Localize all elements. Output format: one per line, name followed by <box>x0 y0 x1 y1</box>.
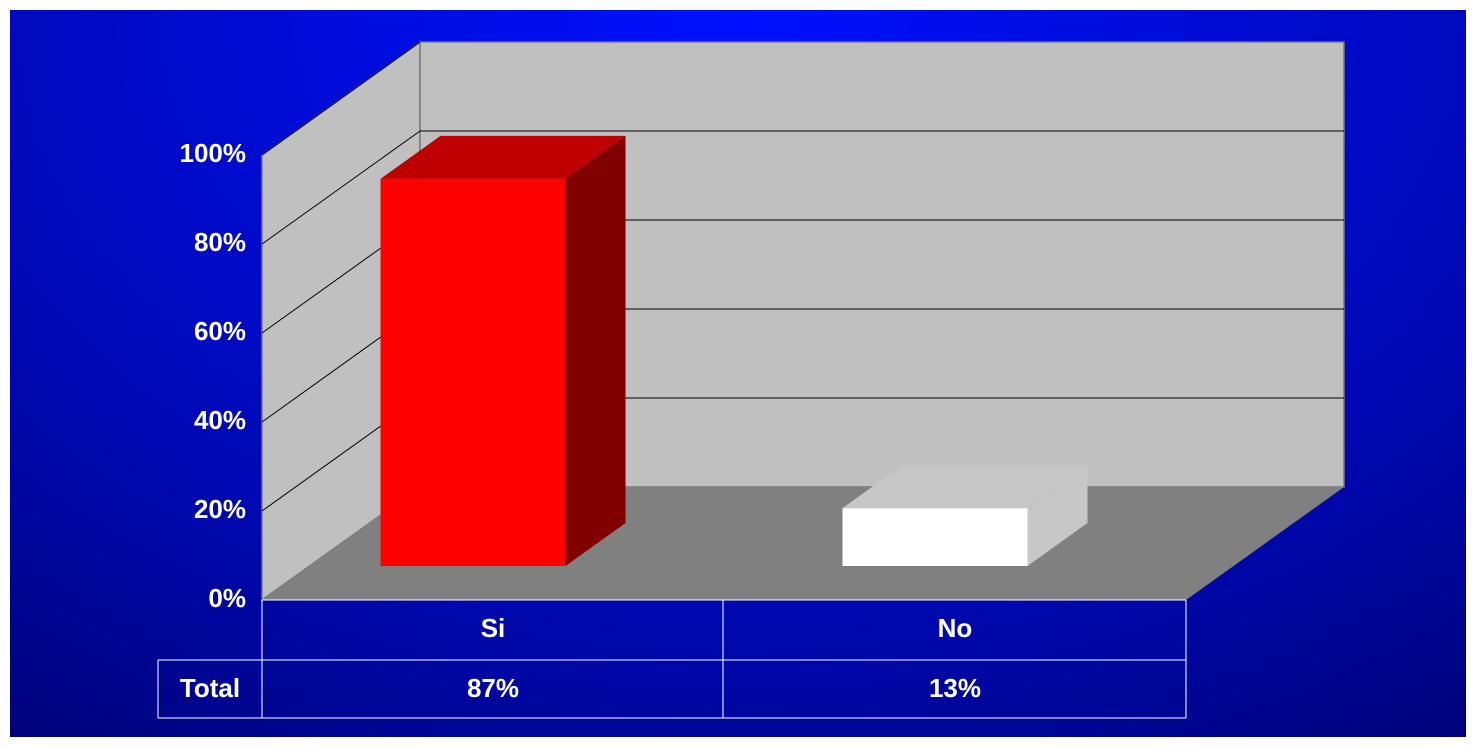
y-tick-label: 60% <box>194 316 246 346</box>
value-label: 13% <box>929 673 981 703</box>
y-tick-label: 100% <box>180 138 247 168</box>
y-tick-label: 80% <box>194 227 246 257</box>
series-label: Total <box>180 673 240 703</box>
bar <box>842 508 1028 566</box>
grid-line <box>261 41 421 156</box>
bar-side <box>1027 465 1088 566</box>
data-table <box>157 599 1187 719</box>
bar-side <box>565 135 626 566</box>
value-label: 87% <box>467 673 519 703</box>
x-tick-label: Si <box>481 613 506 643</box>
bar-top <box>842 465 1088 509</box>
y-tick-label: 40% <box>194 405 246 435</box>
grid-line <box>261 130 421 245</box>
bar-top <box>380 135 626 179</box>
x-tick-label: No <box>938 613 973 643</box>
y-tick-label: 20% <box>194 494 246 524</box>
bar <box>380 178 566 566</box>
y-tick-label: 0% <box>208 583 246 613</box>
